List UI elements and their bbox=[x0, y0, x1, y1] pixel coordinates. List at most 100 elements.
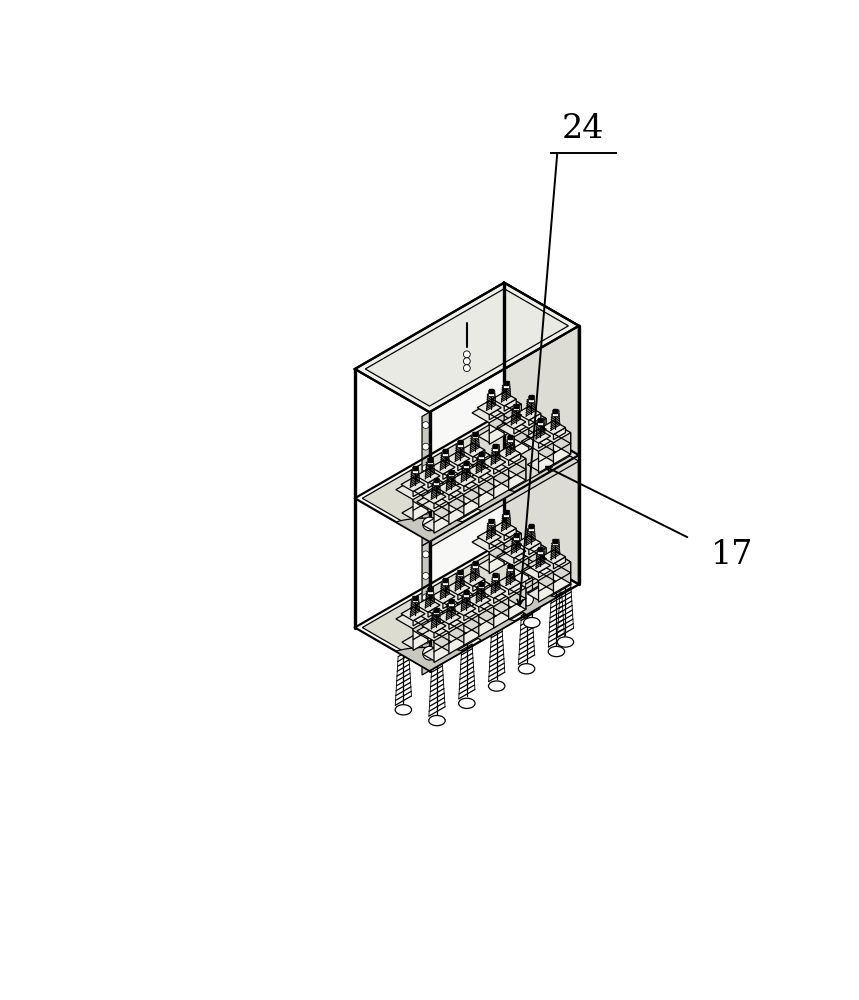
Polygon shape bbox=[541, 550, 565, 564]
Polygon shape bbox=[422, 412, 430, 546]
Polygon shape bbox=[472, 445, 490, 477]
Polygon shape bbox=[417, 627, 439, 640]
Polygon shape bbox=[490, 537, 502, 549]
Ellipse shape bbox=[557, 637, 574, 647]
Polygon shape bbox=[477, 457, 511, 477]
Circle shape bbox=[520, 592, 533, 606]
Polygon shape bbox=[497, 417, 531, 437]
Polygon shape bbox=[527, 587, 550, 600]
Polygon shape bbox=[434, 492, 451, 523]
Polygon shape bbox=[518, 565, 540, 577]
Polygon shape bbox=[514, 546, 531, 578]
Polygon shape bbox=[443, 597, 455, 609]
Polygon shape bbox=[527, 429, 551, 443]
Text: 17: 17 bbox=[711, 539, 753, 571]
Circle shape bbox=[463, 358, 470, 365]
Polygon shape bbox=[504, 528, 516, 540]
Circle shape bbox=[423, 659, 430, 665]
Polygon shape bbox=[430, 326, 579, 671]
Polygon shape bbox=[494, 596, 511, 628]
Polygon shape bbox=[449, 493, 466, 525]
Circle shape bbox=[463, 365, 470, 372]
Polygon shape bbox=[493, 550, 515, 563]
Polygon shape bbox=[497, 475, 520, 488]
Polygon shape bbox=[464, 604, 481, 635]
Polygon shape bbox=[413, 485, 425, 497]
Polygon shape bbox=[553, 552, 570, 584]
Polygon shape bbox=[497, 446, 521, 460]
Polygon shape bbox=[467, 622, 490, 635]
Polygon shape bbox=[553, 557, 565, 569]
Polygon shape bbox=[441, 583, 475, 603]
Polygon shape bbox=[478, 559, 501, 572]
Polygon shape bbox=[493, 421, 515, 434]
Polygon shape bbox=[504, 524, 521, 555]
Circle shape bbox=[423, 572, 430, 579]
Polygon shape bbox=[536, 423, 570, 443]
Polygon shape bbox=[492, 392, 516, 406]
Polygon shape bbox=[443, 602, 460, 633]
Polygon shape bbox=[514, 417, 531, 449]
Polygon shape bbox=[504, 399, 516, 411]
Polygon shape bbox=[428, 476, 440, 488]
Ellipse shape bbox=[429, 715, 445, 726]
Polygon shape bbox=[504, 533, 521, 565]
Circle shape bbox=[423, 616, 430, 622]
Polygon shape bbox=[423, 648, 445, 661]
Polygon shape bbox=[458, 459, 470, 471]
Polygon shape bbox=[464, 484, 481, 516]
Polygon shape bbox=[430, 455, 579, 547]
Polygon shape bbox=[494, 467, 511, 499]
Polygon shape bbox=[502, 415, 526, 429]
Polygon shape bbox=[446, 452, 470, 466]
Polygon shape bbox=[494, 587, 511, 618]
Polygon shape bbox=[553, 433, 570, 464]
Polygon shape bbox=[396, 480, 430, 500]
Polygon shape bbox=[402, 636, 424, 649]
Polygon shape bbox=[453, 631, 475, 643]
Polygon shape bbox=[527, 458, 550, 471]
Polygon shape bbox=[447, 481, 469, 493]
Polygon shape bbox=[541, 421, 565, 434]
Polygon shape bbox=[417, 498, 439, 511]
Polygon shape bbox=[487, 394, 521, 414]
Polygon shape bbox=[482, 584, 506, 598]
Polygon shape bbox=[458, 593, 475, 625]
Polygon shape bbox=[411, 600, 445, 620]
Text: 24: 24 bbox=[562, 113, 605, 145]
Polygon shape bbox=[487, 524, 521, 543]
Polygon shape bbox=[512, 538, 546, 558]
Polygon shape bbox=[514, 427, 531, 459]
Polygon shape bbox=[437, 481, 461, 495]
Polygon shape bbox=[490, 542, 507, 574]
Polygon shape bbox=[362, 416, 571, 537]
Circle shape bbox=[475, 616, 489, 630]
Circle shape bbox=[423, 422, 430, 429]
Ellipse shape bbox=[395, 705, 411, 715]
Ellipse shape bbox=[524, 617, 540, 628]
Polygon shape bbox=[434, 626, 446, 638]
Polygon shape bbox=[497, 576, 521, 590]
Circle shape bbox=[423, 443, 430, 450]
Polygon shape bbox=[478, 605, 496, 637]
Polygon shape bbox=[521, 561, 556, 581]
Polygon shape bbox=[509, 578, 526, 609]
Polygon shape bbox=[514, 556, 531, 588]
Polygon shape bbox=[413, 480, 430, 511]
Circle shape bbox=[423, 486, 430, 493]
Polygon shape bbox=[542, 579, 564, 592]
Polygon shape bbox=[504, 394, 521, 426]
Polygon shape bbox=[434, 502, 451, 533]
Polygon shape bbox=[449, 617, 461, 629]
Polygon shape bbox=[446, 581, 470, 595]
Ellipse shape bbox=[459, 698, 475, 708]
Polygon shape bbox=[461, 595, 496, 615]
Polygon shape bbox=[478, 600, 490, 612]
Polygon shape bbox=[426, 462, 460, 482]
Polygon shape bbox=[417, 621, 451, 641]
Polygon shape bbox=[478, 595, 496, 627]
Polygon shape bbox=[443, 462, 460, 494]
Polygon shape bbox=[396, 609, 430, 629]
Polygon shape bbox=[455, 445, 490, 465]
Polygon shape bbox=[432, 618, 454, 631]
